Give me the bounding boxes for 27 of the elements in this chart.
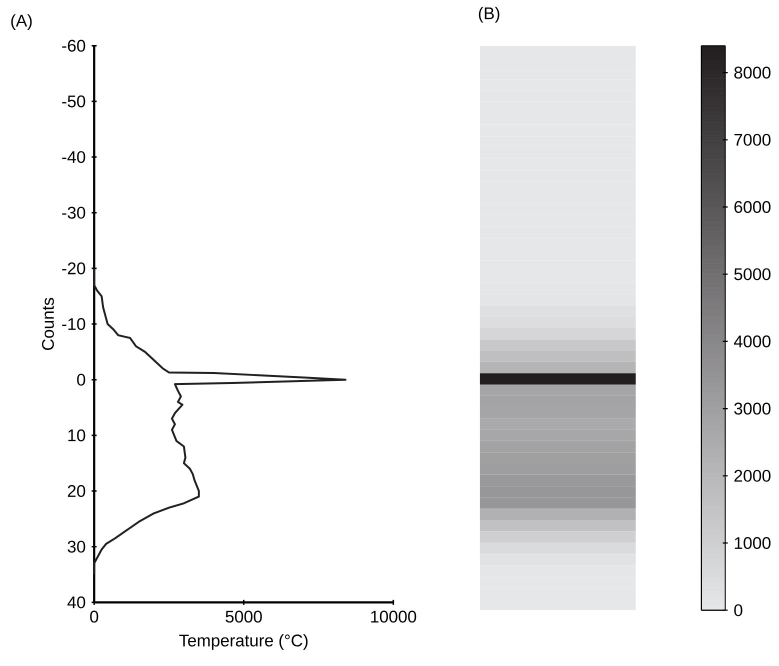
color-bar-label: 6000: [734, 201, 771, 214]
y-tick-label: 10: [68, 429, 86, 442]
color-bar-label: 3000: [734, 402, 771, 415]
y-axis-title: Counts: [42, 298, 54, 350]
y-tick-label: -60: [62, 40, 86, 52]
y-tick-label: 40: [67, 596, 86, 608]
y-tick-label: -50: [62, 95, 86, 108]
line-series: [93, 267, 346, 576]
y-tick-label: 0: [77, 374, 86, 386]
y-tick-label: 20: [68, 485, 86, 498]
y-tick-label: -20: [62, 262, 86, 274]
color-bar-label: 8000: [734, 66, 771, 79]
x-tick-label: 5000: [226, 610, 262, 623]
chart-title: (B): [478, 6, 500, 23]
color-bar-label: 7000: [734, 134, 771, 146]
color-bar-label: 1000: [734, 537, 771, 550]
y-tick-label: -40: [62, 151, 86, 164]
x-tick-label: 0: [90, 610, 98, 623]
y-tick-label: 30: [68, 540, 86, 553]
x-axis-title: Temperature (°C): [179, 634, 308, 650]
x-tick-label: 10000: [371, 610, 416, 623]
color-bar-label: 4000: [734, 335, 771, 348]
y-tick-label: -10: [62, 318, 86, 330]
y-tick-label: -30: [62, 206, 86, 219]
color-bar-label: 2000: [734, 470, 771, 482]
chart-title: (A): [11, 14, 32, 30]
color-bar-label: 5000: [734, 268, 771, 280]
